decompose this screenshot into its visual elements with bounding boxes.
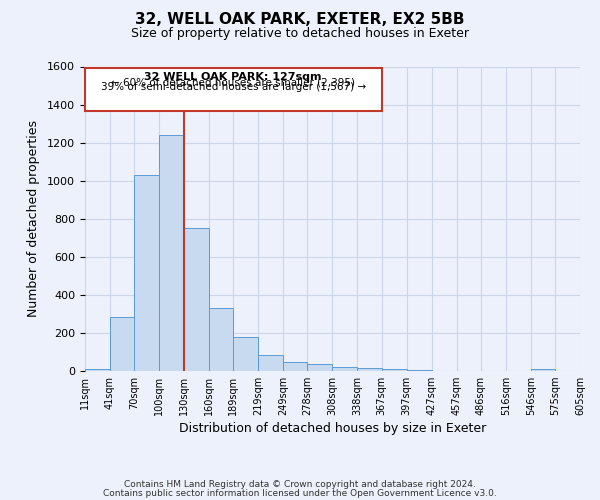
Y-axis label: Number of detached properties: Number of detached properties bbox=[27, 120, 40, 317]
Bar bbox=[209, 308, 233, 370]
Text: 32, WELL OAK PARK, EXETER, EX2 5BB: 32, WELL OAK PARK, EXETER, EX2 5BB bbox=[135, 12, 465, 28]
FancyBboxPatch shape bbox=[85, 68, 382, 111]
Text: Contains public sector information licensed under the Open Government Licence v3: Contains public sector information licen… bbox=[103, 488, 497, 498]
Text: 32 WELL OAK PARK: 127sqm: 32 WELL OAK PARK: 127sqm bbox=[145, 72, 322, 82]
Bar bbox=[358, 368, 382, 370]
X-axis label: Distribution of detached houses by size in Exeter: Distribution of detached houses by size … bbox=[179, 422, 486, 435]
Text: ← 60% of detached houses are smaller (2,395): ← 60% of detached houses are smaller (2,… bbox=[111, 78, 355, 88]
Bar bbox=[85, 369, 110, 370]
Bar bbox=[134, 175, 159, 370]
Bar bbox=[110, 318, 134, 370]
Text: 39% of semi-detached houses are larger (1,567) →: 39% of semi-detached houses are larger (… bbox=[101, 82, 366, 92]
Bar bbox=[258, 354, 283, 370]
Bar bbox=[382, 369, 407, 370]
Bar bbox=[184, 228, 209, 370]
Bar bbox=[531, 369, 555, 370]
Bar bbox=[307, 364, 332, 370]
Text: Size of property relative to detached houses in Exeter: Size of property relative to detached ho… bbox=[131, 28, 469, 40]
Bar bbox=[283, 362, 307, 370]
Bar bbox=[332, 366, 358, 370]
Bar bbox=[159, 135, 184, 370]
Text: Contains HM Land Registry data © Crown copyright and database right 2024.: Contains HM Land Registry data © Crown c… bbox=[124, 480, 476, 489]
Bar bbox=[233, 338, 258, 370]
